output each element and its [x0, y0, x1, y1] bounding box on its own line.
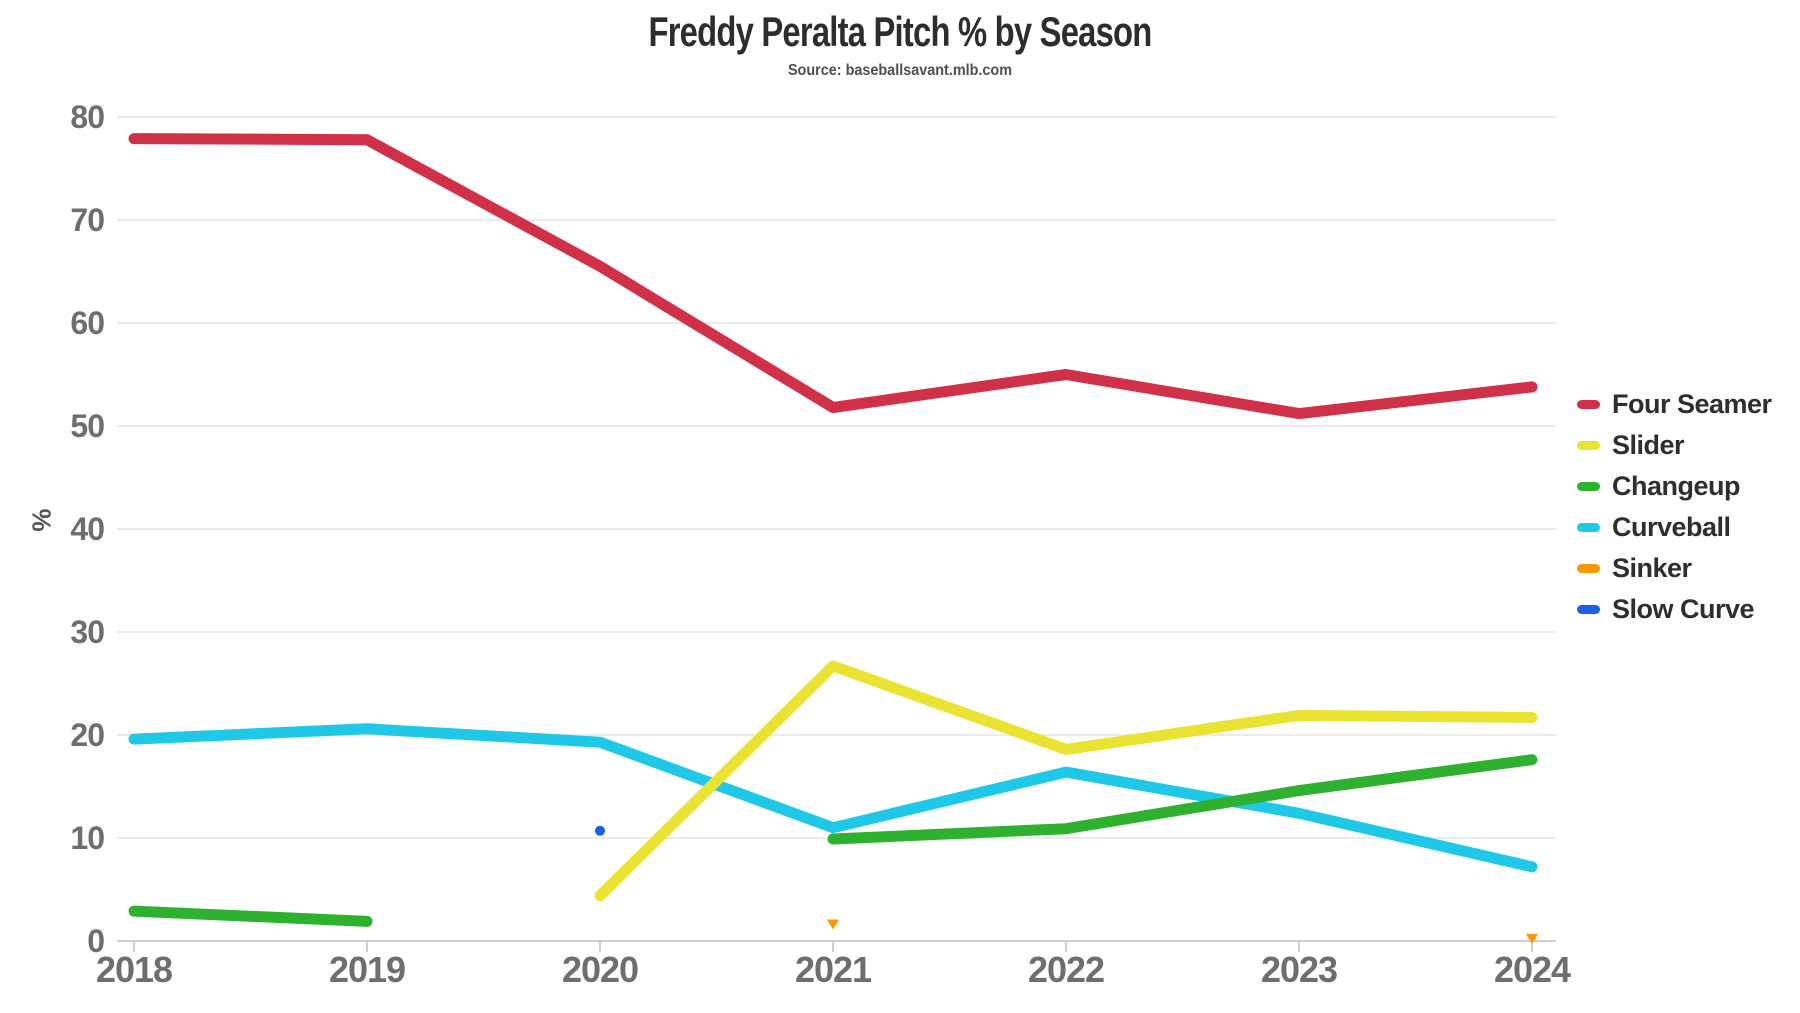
legend-item-slow-curve: Slow Curve — [1577, 595, 1772, 623]
marker-slow-curve-2020 — [595, 825, 605, 836]
legend-item-sinker: Sinker — [1577, 554, 1772, 582]
legend-label-slow-curve: Slow Curve — [1612, 593, 1755, 624]
legend-swatch-slow-curve — [1577, 604, 1600, 614]
y-tick-label-40: 40 — [70, 511, 104, 547]
chart-title: Freddy Peralta Pitch % by Season — [648, 8, 1152, 55]
legend-swatch-sinker — [1577, 563, 1600, 573]
legend: Four Seamer Slider Changeup Curveball Sinker… — [1577, 390, 1772, 623]
x-tick-label-2019: 2019 — [329, 949, 405, 990]
x-tick-label-2022: 2022 — [1028, 949, 1104, 990]
series-line-four-seamer — [128, 133, 1538, 420]
legend-label-slider: Slider — [1612, 429, 1685, 460]
legend-swatch-curveball — [1577, 522, 1600, 532]
x-tick-label-2021: 2021 — [795, 949, 872, 990]
y-tick-label-80: 80 — [70, 99, 104, 135]
y-tick-label-50: 50 — [70, 408, 104, 444]
y-tick-label-30: 30 — [70, 614, 104, 650]
marker-sinker-2021 — [827, 919, 839, 930]
legend-item-changeup: Changeup — [1577, 472, 1772, 500]
y-tick-label-0: 0 — [87, 923, 104, 959]
x-tick-label-2024: 2024 — [1494, 949, 1571, 990]
y-tick-label-60: 60 — [70, 305, 104, 341]
legend-item-four-seamer: Four Seamer — [1577, 390, 1772, 418]
y-tick-label-70: 70 — [70, 202, 104, 238]
x-tick-label-2020: 2020 — [562, 949, 638, 990]
y-tick-label-10: 10 — [70, 820, 104, 856]
legend-label-four-seamer: Four Seamer — [1612, 388, 1772, 419]
series-line-changeup-1 — [827, 754, 1538, 845]
legend-label-changeup: Changeup — [1612, 470, 1741, 501]
legend-swatch-changeup — [1577, 481, 1600, 491]
x-tick-label-2018: 2018 — [96, 949, 172, 990]
legend-swatch-slider — [1577, 440, 1600, 450]
legend-label-sinker: Sinker — [1612, 552, 1692, 583]
y-tick-label-20: 20 — [70, 717, 104, 753]
legend-swatch-four-seamer — [1577, 399, 1600, 409]
legend-item-curveball: Curveball — [1577, 513, 1772, 541]
chart-subtitle: Source: baseballsavant.mlb.com — [787, 62, 1013, 79]
series-line-curveball — [128, 723, 1538, 873]
legend-item-slider: Slider — [1577, 431, 1772, 459]
x-tick-label-2023: 2023 — [1261, 949, 1337, 990]
series-line-slider — [594, 660, 1538, 902]
series-line-changeup — [128, 905, 373, 927]
legend-label-curveball: Curveball — [1612, 511, 1731, 542]
marker-sinker-2024 — [1526, 933, 1538, 944]
